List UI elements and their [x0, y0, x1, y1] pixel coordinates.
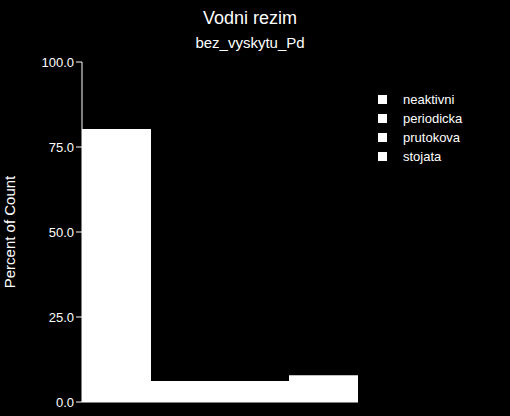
svg-text:50.0: 50.0 — [49, 225, 74, 240]
svg-text:Percent of Count: Percent of Count — [8, 175, 18, 288]
svg-text:100.0: 100.0 — [41, 55, 74, 70]
html-text:neaktivni: neaktivni — [403, 92, 455, 107]
svg-text:75.0: 75.0 — [49, 140, 74, 155]
html-text:prutokova: prutokova — [403, 130, 461, 145]
html-text:periodicka: periodicka — [403, 111, 463, 126]
html-text:stojata: stojata — [403, 149, 442, 164]
svg-text:25.0: 25.0 — [49, 310, 74, 325]
html-text:bez_vyskytu_Pd: bez_vyskytu_Pd — [195, 34, 305, 51]
svg-text:0.0: 0.0 — [56, 395, 74, 410]
html-text:Vodni rezim: Vodni rezim — [203, 8, 297, 28]
